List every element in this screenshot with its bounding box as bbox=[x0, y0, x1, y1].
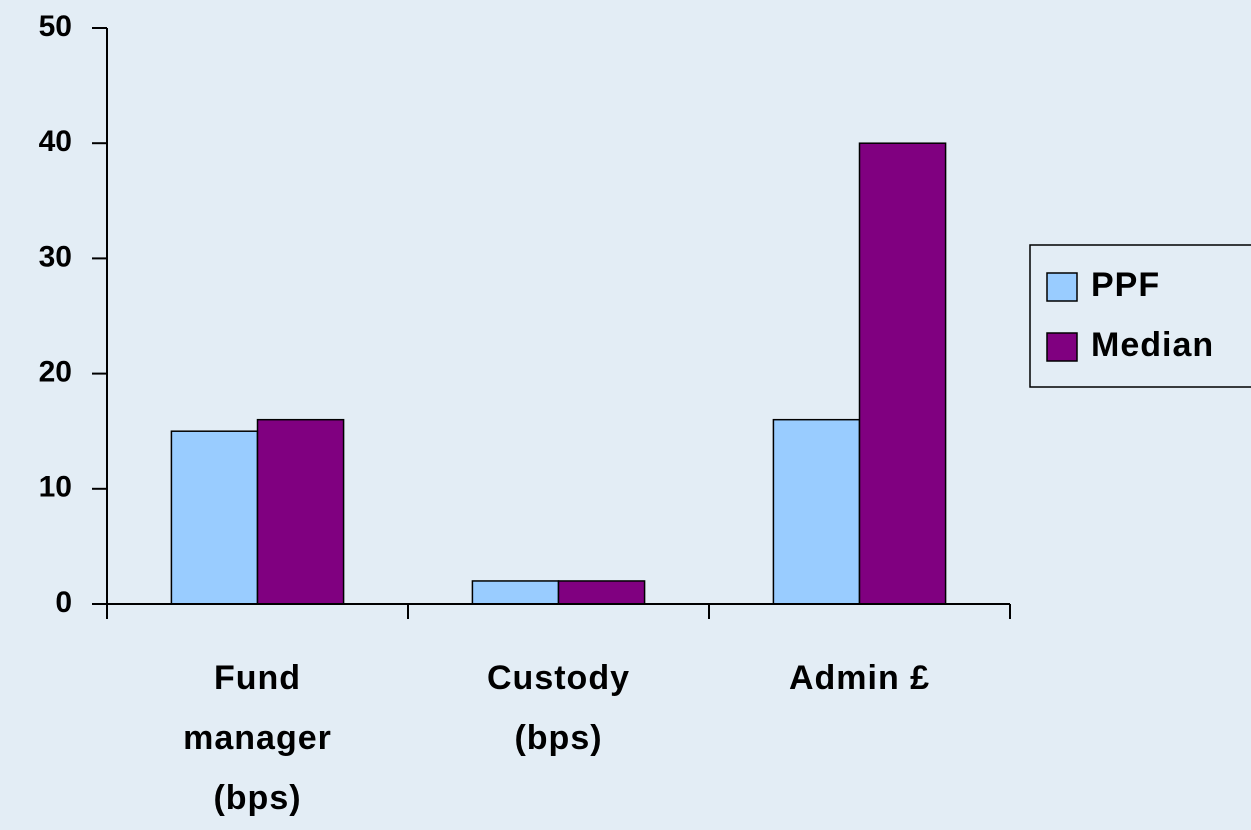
bar bbox=[858, 142, 947, 605]
legend-swatch bbox=[1046, 332, 1078, 362]
bar bbox=[170, 430, 259, 605]
x-tick-label: Fund manager (bps) bbox=[183, 659, 332, 817]
legend-swatch bbox=[1046, 272, 1078, 302]
bar bbox=[256, 418, 345, 605]
y-tick-label: 0 bbox=[55, 586, 72, 619]
x-tick-label: Admin £ bbox=[789, 659, 930, 697]
y-tick-label: 10 bbox=[39, 471, 72, 504]
bar bbox=[557, 580, 646, 605]
y-tick-label: 20 bbox=[39, 356, 72, 389]
y-tick-label: 40 bbox=[39, 125, 72, 158]
y-tick-label: 50 bbox=[39, 10, 72, 43]
legend-label: Median bbox=[1091, 326, 1214, 364]
legend-label: PPF bbox=[1091, 266, 1160, 304]
bar bbox=[772, 418, 861, 605]
y-tick-label: 30 bbox=[39, 240, 72, 273]
bar bbox=[471, 580, 560, 605]
x-tick-label: Custody (bps) bbox=[487, 659, 630, 757]
legend-box bbox=[1029, 244, 1251, 388]
